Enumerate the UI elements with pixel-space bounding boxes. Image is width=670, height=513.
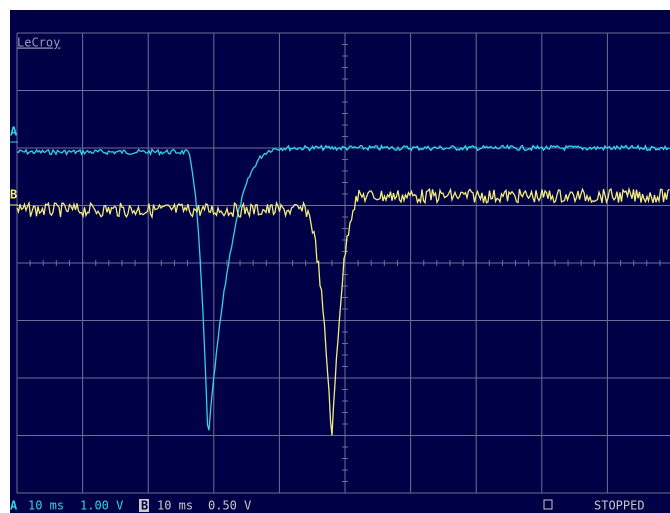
trace-a-marker: A xyxy=(10,125,18,139)
acquisition-status: STOPPED xyxy=(594,499,645,513)
center-ticks xyxy=(16,32,661,494)
channel-b-timebase: 10 ms xyxy=(157,499,193,513)
trace-b-marker: B xyxy=(10,188,17,202)
channel-a-icon: A xyxy=(10,499,18,513)
channel-a-scale: 1.00 V xyxy=(80,499,123,513)
channel-b-icon: B xyxy=(141,499,148,513)
trace-b xyxy=(16,186,670,436)
channel-b-scale: 0.50 V xyxy=(208,499,251,513)
brand: LeCroy xyxy=(17,36,60,50)
status-bar xyxy=(10,497,670,513)
screen-background xyxy=(10,10,670,513)
channel-a-timebase: 10 ms xyxy=(28,499,64,513)
status-indicator xyxy=(543,499,553,510)
channel-b-icon-bg xyxy=(139,499,149,512)
trace-a xyxy=(16,144,670,431)
